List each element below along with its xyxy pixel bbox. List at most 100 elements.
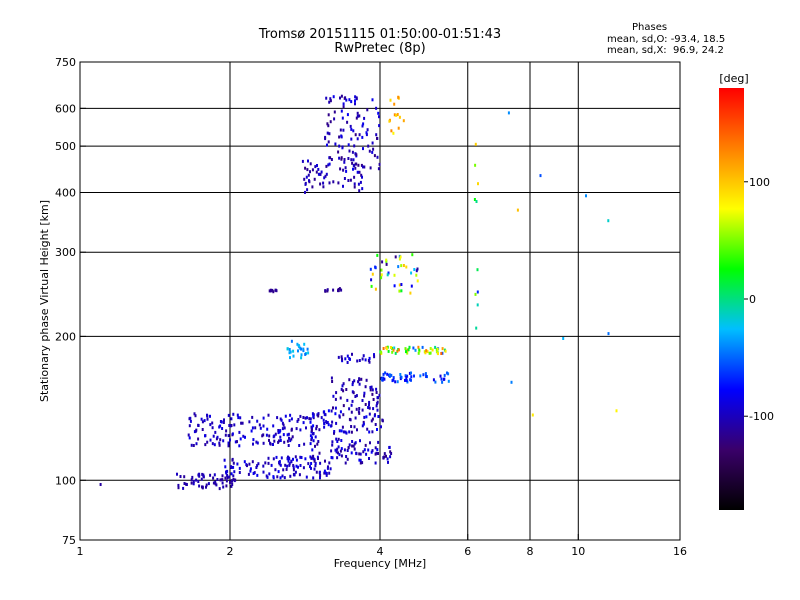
data-point [325,473,328,477]
data-point [214,480,217,484]
data-point [371,417,374,421]
data-point [353,185,356,189]
data-point [398,289,401,293]
data-point [226,469,229,473]
data-point [386,457,389,461]
y-axis-label: Stationary phase Virtual Height [km] [38,200,51,402]
data-point [225,479,228,483]
colorbar-label: [deg] [719,72,748,85]
data-point [319,182,322,186]
data-point [256,464,259,468]
data-point [299,414,302,418]
data-point [417,351,420,355]
data-point [265,474,268,478]
data-point [325,471,327,475]
data-point [334,406,337,410]
data-point [380,273,383,277]
data-point [348,98,351,102]
colorbar-tick-label: -100 [749,410,774,423]
data-point [288,351,291,355]
data-point [383,377,386,381]
data-point [311,432,314,436]
data-point [313,467,316,471]
data-point [259,426,262,430]
data-point [219,478,222,482]
data-point [290,459,293,463]
data-point [395,113,398,117]
data-point [227,441,230,445]
data-point [273,439,276,443]
data-point [309,434,312,438]
data-point [371,272,374,276]
data-point [386,273,389,277]
data-point [268,438,270,442]
data-point [216,435,219,439]
data-point [475,326,478,330]
data-point [310,462,313,465]
data-point [385,347,388,351]
data-point [309,417,312,421]
data-point [288,419,291,423]
data-point [185,482,188,486]
data-point [446,371,448,375]
data-point [293,473,296,477]
data-point [310,456,313,460]
data-point [214,482,217,486]
data-point [407,348,410,352]
data-point [366,427,369,431]
data-point [354,99,356,103]
data-point [197,473,200,477]
data-point [272,457,275,461]
data-point [236,462,239,466]
data-point [414,348,417,352]
data-point [334,142,337,146]
data-point [295,458,298,462]
data-point [281,474,284,478]
data-point [399,255,402,259]
data-point [352,163,355,167]
data-point [333,431,335,435]
data-point [297,418,300,421]
data-point [282,433,285,437]
data-point [342,382,345,386]
data-point [328,162,331,166]
data-point [415,273,418,277]
data-point [320,170,323,174]
data-point [300,347,303,351]
data-point [211,426,214,430]
data-point [286,439,289,443]
data-point [408,345,411,349]
data-point [409,378,412,382]
data-point [345,169,348,173]
data-point [404,378,406,382]
data-point [370,450,373,454]
data-point [298,444,301,447]
data-point [340,387,343,391]
data-point [224,465,227,469]
data-point [309,162,312,166]
data-point [347,157,350,160]
data-point [374,266,377,270]
data-point [361,175,363,179]
data-point [287,444,290,447]
data-point [332,394,335,398]
data-point [346,113,349,117]
y-tick-label: 600 [55,102,76,115]
data-point [353,144,356,148]
data-point [340,134,343,138]
data-point [227,413,230,417]
data-point [206,440,209,444]
data-point [277,470,280,474]
data-point [229,480,232,484]
data-point [339,96,341,100]
data-point [323,421,326,425]
data-point [350,137,353,141]
data-point [516,208,519,212]
data-point [347,446,350,450]
data-point [364,358,367,362]
data-point [292,464,295,467]
data-point [394,351,397,355]
data-point [351,440,354,443]
data-point [204,434,206,438]
y-tick-label: 400 [55,186,76,199]
